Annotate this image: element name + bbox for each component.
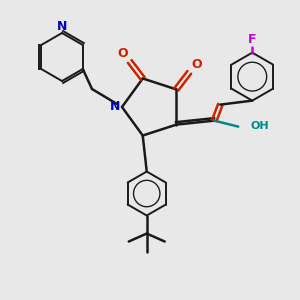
Text: F: F xyxy=(248,33,256,46)
Text: OH: OH xyxy=(250,121,269,130)
Text: O: O xyxy=(191,58,202,71)
Text: N: N xyxy=(110,100,120,112)
Text: O: O xyxy=(117,47,128,60)
Text: N: N xyxy=(57,20,67,34)
